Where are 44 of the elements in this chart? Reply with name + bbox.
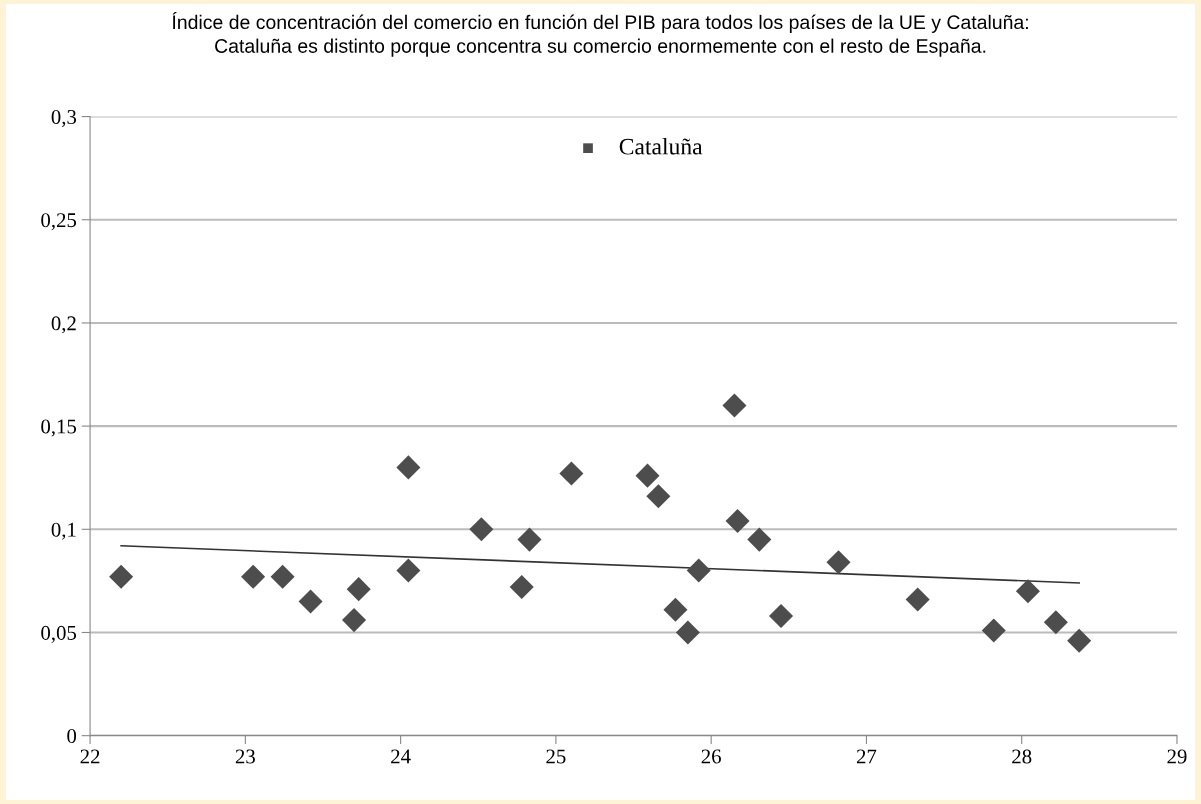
point (981, 618, 1006, 643)
point (109, 564, 134, 589)
x-tick-label: 24 (391, 749, 411, 764)
point (396, 455, 421, 480)
point (646, 484, 671, 509)
point (722, 393, 747, 418)
x-tick-label: 25 (546, 749, 566, 764)
point (270, 564, 295, 589)
point (469, 517, 494, 542)
point (509, 575, 534, 600)
point (663, 597, 688, 622)
chart-title: Índice de concentración del comercio en función del PIB para todos los países de la UE y Cataluña: Cataluña es distinto porque concentra su comercio enormemente con el resto de España. (172, 12, 1028, 57)
point (826, 550, 851, 575)
point (241, 564, 266, 589)
x-tick-label: 29 (1167, 749, 1187, 764)
point (559, 461, 584, 486)
point (1043, 610, 1068, 635)
point (769, 603, 794, 628)
point (635, 463, 660, 488)
point (747, 527, 772, 552)
legend-label: Cataluña (619, 137, 703, 155)
point (517, 527, 542, 552)
y-tick-label: 0,1 (51, 522, 76, 540)
point (1015, 579, 1040, 604)
x-tick-label: 26 (701, 749, 721, 764)
y-tick-label: 0,05 (41, 625, 77, 643)
point (725, 509, 750, 534)
y-tick-label: 0,2 (51, 316, 76, 334)
y-tick-label: 0 (67, 729, 77, 744)
x-tick-label: 28 (1012, 749, 1032, 764)
point (396, 558, 421, 583)
point (905, 587, 930, 612)
x-tick-label: 22 (80, 749, 100, 764)
point (1067, 628, 1092, 653)
point (342, 608, 367, 633)
y-tick-label: 0,15 (41, 419, 77, 437)
y-tick-label: 0,25 (41, 213, 77, 231)
point (675, 620, 700, 645)
x-tick-label: 23 (235, 749, 255, 764)
point (346, 577, 371, 602)
y-tick-label: 0,3 (51, 109, 77, 128)
point (298, 589, 323, 614)
point (686, 558, 711, 583)
x-tick-label: 27 (856, 749, 877, 764)
